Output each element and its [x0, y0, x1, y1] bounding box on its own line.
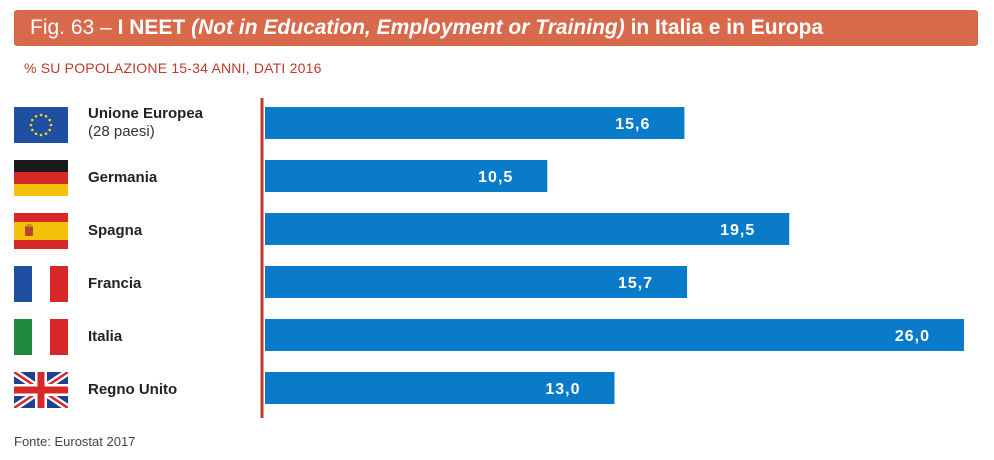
uk-flag-icon	[14, 372, 68, 408]
bar-value-label: 15,7	[618, 275, 653, 292]
source-note: Fonte: Eurostat 2017	[14, 434, 136, 449]
category-label: Italia	[88, 328, 122, 346]
bar-value-label: 13,0	[545, 381, 580, 398]
bar-value-label: 15,6	[615, 116, 650, 133]
category-label: Unione Europea (28 paesi)	[88, 105, 203, 141]
category-name: Italia	[88, 328, 123, 345]
category-label: Francia	[88, 275, 141, 293]
bar-regno-unito	[265, 372, 615, 404]
bar-germania	[265, 160, 548, 192]
figure-title-italic: (Not in Education, Employment or Trainin…	[191, 16, 625, 39]
germany-flag-icon	[14, 160, 68, 196]
spain-flag-icon	[14, 213, 68, 249]
category-label: Spagna	[88, 222, 142, 240]
category-name: Germania	[88, 169, 158, 186]
bar-francia	[265, 266, 688, 298]
category-sublabel: (28 paesi)	[88, 123, 155, 140]
bar-italia	[265, 319, 964, 351]
figure-number: Fig. 63 –	[30, 16, 112, 39]
category-label: Regno Unito	[88, 381, 177, 399]
category-label: Germania	[88, 169, 157, 187]
category-name: Spagna	[88, 222, 143, 239]
france-flag-icon	[14, 266, 68, 302]
figure-title-rest: in Italia e in Europa	[630, 16, 824, 39]
category-name: Francia	[88, 275, 142, 292]
bar-unione-europea	[265, 107, 685, 139]
bar-value-label: 10,5	[478, 169, 513, 186]
bar-value-label: 19,5	[720, 222, 755, 239]
bar-value-label: 26,0	[895, 328, 930, 345]
category-name: Regno Unito	[88, 381, 178, 398]
figure-title-bold: I NEET	[117, 16, 186, 39]
chart-subtitle: % SU POPOLAZIONE 15-34 ANNI, DATI 2016	[24, 60, 322, 76]
figure-header: Fig. 63 – I NEET (Not in Education, Empl…	[14, 10, 978, 46]
category-name: Unione Europea	[88, 105, 204, 122]
bar-spagna	[265, 213, 790, 245]
eu-flag-icon	[14, 107, 68, 143]
italy-flag-icon	[14, 319, 68, 355]
